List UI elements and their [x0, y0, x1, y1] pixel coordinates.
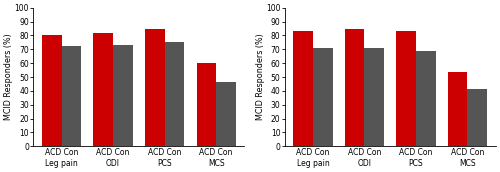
Bar [113, 45, 132, 146]
Bar [145, 29, 165, 146]
Bar [468, 89, 487, 146]
Y-axis label: MCID Responders (%): MCID Responders (%) [256, 34, 264, 120]
Bar [448, 72, 468, 146]
Bar [196, 63, 216, 146]
Bar [94, 33, 113, 146]
Bar [345, 29, 364, 146]
Bar [416, 51, 436, 146]
Bar [216, 82, 236, 146]
Y-axis label: MCID Responders (%): MCID Responders (%) [4, 34, 13, 120]
Bar [364, 49, 384, 146]
Bar [42, 35, 62, 146]
Bar [294, 31, 313, 146]
Bar [62, 46, 81, 146]
Bar [396, 31, 416, 146]
Bar [164, 42, 184, 146]
Bar [313, 49, 332, 146]
